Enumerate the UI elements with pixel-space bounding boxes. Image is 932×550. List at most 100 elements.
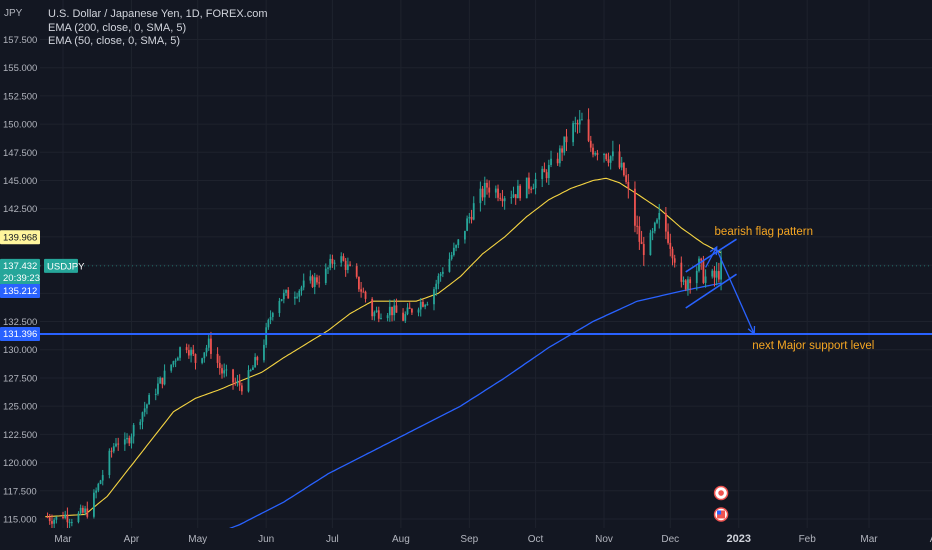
candle-body (468, 216, 471, 219)
candle-body (190, 349, 192, 356)
candle-body (99, 480, 102, 484)
indicator-ema200-label[interactable]: EMA (200, close, 0, SMA, 5) (48, 21, 187, 34)
price-tag-last-bg (0, 258, 40, 285)
candle-body (596, 153, 599, 155)
candle-body (207, 338, 210, 348)
candle-body (194, 354, 197, 363)
x-axis[interactable]: Mar Apr May Jun Jul Aug Sep Oct Nov Dec 2023 Feb Mar… (0, 528, 932, 550)
candle-body (419, 301, 422, 310)
candle-body (117, 443, 120, 445)
candle-body (101, 475, 104, 481)
drawings-layer[interactable]: bearish flag pattern next Major support l… (685, 226, 875, 352)
candle-body (342, 256, 345, 261)
price-tag-ema200-bg (0, 283, 40, 298)
candle-body (62, 516, 64, 519)
candle-body (157, 383, 159, 394)
candle-body (457, 239, 460, 246)
chart-title[interactable]: U.S. Dollar / Japanese Yen, 1D, FOREX.co… (48, 8, 268, 20)
candle-body (298, 290, 301, 297)
candle-body (172, 361, 175, 365)
candle-body (225, 369, 228, 371)
candle-body (499, 197, 502, 199)
candle-body (611, 151, 614, 157)
candle-body (84, 508, 86, 513)
flag-lower-trendline[interactable] (685, 273, 737, 309)
flag-arrow-up-head (709, 245, 718, 256)
candle-body (497, 188, 499, 198)
event-markers[interactable] (713, 485, 729, 522)
y-tick-label: 152.500 (3, 91, 37, 102)
candle-body (581, 119, 583, 121)
candle-body (163, 370, 166, 385)
annotation-support-level[interactable]: next Major support level (752, 340, 874, 352)
candle-body (603, 154, 605, 156)
candle-body (79, 507, 82, 514)
candle-body (154, 393, 157, 395)
candle-body (86, 508, 89, 517)
candle-body (221, 368, 223, 374)
candle-body (179, 347, 181, 358)
candle-body (503, 198, 506, 202)
currency-label: JPY (4, 8, 23, 19)
y-tick-label: 145.000 (3, 176, 37, 187)
y-tick-label: 150.000 (3, 120, 37, 131)
candle-body (483, 182, 486, 198)
candle-body (404, 314, 407, 321)
candle-body (534, 179, 537, 189)
flag-arrow-down[interactable] (716, 249, 755, 335)
candle-body (115, 443, 117, 447)
symbol-tag: USDJPY (47, 261, 85, 272)
candle-body (411, 308, 413, 313)
levels-layer (40, 265, 932, 335)
candle-body (519, 185, 522, 199)
candle-body (422, 301, 424, 307)
indicator-ema50-label[interactable]: EMA (50, close, 0, SMA, 5) (48, 35, 181, 47)
candle-body (510, 197, 513, 199)
flag-arrow-up[interactable] (705, 246, 718, 268)
candle-body (344, 260, 347, 270)
flag-arrow-down-head (747, 325, 756, 336)
candle-body (232, 369, 234, 383)
candle-body (525, 177, 528, 199)
candle-body (464, 230, 466, 240)
x-tick-label: 2023 (726, 533, 750, 545)
flag-jp-icon (718, 490, 724, 496)
candle-body (592, 147, 594, 155)
candle-body (185, 347, 188, 351)
flag-us-canton (717, 510, 722, 515)
candle-body (130, 436, 133, 444)
candle-body (316, 277, 318, 283)
candle-body (77, 513, 80, 523)
candle-body (578, 119, 581, 125)
candle-body (236, 380, 239, 383)
x-tick-label: Dec (661, 534, 679, 545)
flag-upper-trendline[interactable] (685, 238, 737, 273)
candle-body (589, 140, 592, 148)
ema200-line (195, 282, 722, 543)
candle-body (55, 516, 58, 520)
candle-body (627, 181, 630, 189)
candle-body (296, 296, 298, 298)
candle-body (501, 198, 504, 202)
x-tick-label: Apr (124, 534, 140, 545)
candle-body (252, 367, 254, 370)
candle-body (698, 258, 700, 271)
candle-body (541, 168, 544, 180)
candle-body (543, 168, 546, 173)
candle-body (574, 122, 577, 124)
candle-body (146, 404, 148, 409)
candle-body (512, 194, 515, 198)
candle-body (380, 318, 382, 320)
candle-body (362, 291, 365, 293)
annotation-bearish-flag[interactable]: bearish flag pattern (715, 226, 813, 238)
candle-body (371, 298, 374, 317)
candle-body (176, 357, 179, 361)
candle-body (280, 299, 283, 301)
candle-body (433, 289, 435, 305)
candle-body (95, 490, 98, 493)
candle-body (309, 276, 312, 281)
candle-body (669, 242, 672, 249)
